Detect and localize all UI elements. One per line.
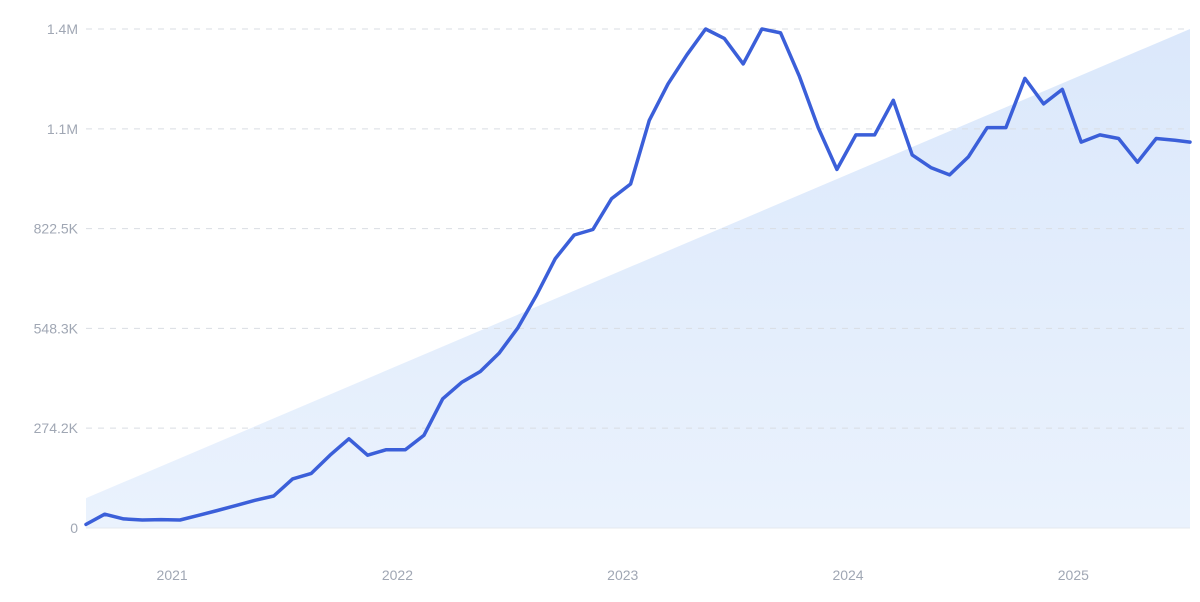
x-tick-label: 2023	[607, 567, 638, 583]
series-line	[84, 27, 1192, 527]
y-tick-label: 1.1M	[47, 121, 78, 137]
y-tick-label: 822.5K	[34, 221, 79, 237]
x-tick-label: 2021	[157, 567, 188, 583]
y-tick-label: 274.2K	[34, 420, 79, 436]
trend-area	[86, 29, 1190, 528]
series-layer	[84, 27, 1192, 527]
y-tick-label: 1.4M	[47, 21, 78, 37]
trend-area-layer	[86, 29, 1190, 528]
x-tick-label: 2025	[1058, 567, 1089, 583]
grid-lines	[86, 28, 1190, 529]
x-axis-ticks: 2021 2022 2023 2024 2025	[157, 567, 1090, 583]
y-axis-ticks: 0 274.2K 548.3K 822.5K 1.1M 1.4M	[34, 21, 79, 536]
y-tick-label: 548.3K	[34, 320, 79, 336]
x-tick-label: 2022	[382, 567, 413, 583]
x-tick-label: 2024	[832, 567, 863, 583]
y-tick-label: 0	[70, 520, 78, 536]
